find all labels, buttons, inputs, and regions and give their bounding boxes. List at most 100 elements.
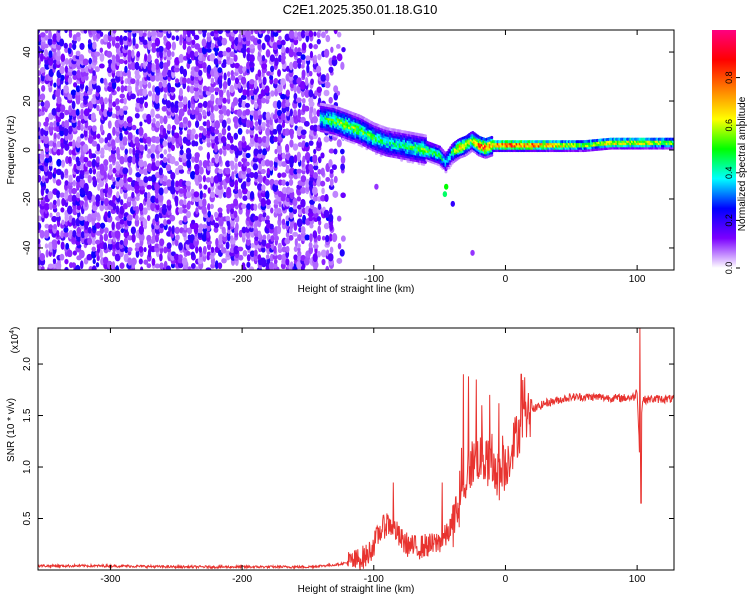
spectrogram-cell: [178, 254, 183, 260]
spectrogram-cell: [127, 177, 133, 183]
spectrogram-cell: [281, 218, 286, 226]
spectrogram-cell: [248, 171, 255, 179]
spectrogram-cell: [151, 63, 155, 69]
snr-line: [38, 328, 674, 570]
spectrogram-cell: [297, 62, 302, 69]
x-tick-label: -200: [232, 274, 252, 285]
spectrogram-cell: [313, 164, 319, 171]
spectrogram-cell: [273, 179, 279, 186]
spectrogram-cell: [131, 49, 135, 59]
spectrogram-cell: [229, 84, 235, 94]
spectrogram-cell: [68, 42, 73, 49]
spectrogram-cell: [112, 251, 116, 257]
spectrogram-cell: [191, 219, 196, 225]
spectrogram-cell: [159, 223, 165, 229]
spectrogram-cell: [152, 85, 156, 93]
spectrogram-cell: [320, 31, 326, 39]
spectrogram-cell: [207, 210, 212, 218]
spectrogram-cell: [107, 210, 111, 219]
spectrogram-cell: [60, 241, 65, 250]
spectrogram-cell: [277, 117, 283, 124]
snr-y-axis-label: SNR (10 * v/v): [6, 398, 17, 462]
spectrogram-cell: [207, 203, 211, 211]
spectrogram-cell: [269, 134, 275, 145]
spectrogram-cell: [103, 233, 109, 242]
spectrogram-cell: [175, 234, 180, 241]
spectrogram-cell: [111, 261, 116, 270]
spectrogram-cell: [123, 97, 127, 105]
spectrogram-cell: [217, 50, 224, 58]
spectrogram-cell: [300, 30, 306, 39]
spectrogram-cell: [102, 108, 108, 118]
spectrogram-cell: [194, 141, 199, 147]
spectrogram-cell: [442, 191, 448, 198]
spectrogram-cell: [285, 143, 290, 153]
spectrogram-cell: [281, 45, 286, 54]
spectrogram-cell: [98, 137, 105, 144]
spectrogram-cell: [336, 43, 341, 49]
spectrogram-cell: [218, 155, 222, 165]
spectrogram-cell: [264, 159, 271, 167]
spectrogram-cell: [158, 187, 164, 196]
spectrogram-cell: [256, 97, 262, 106]
spectrogram-cell: [112, 167, 117, 174]
spectrogram-cell: [277, 242, 282, 251]
spectrogram-cell: [317, 203, 322, 210]
spectrogram-cell: [98, 63, 105, 69]
spectrogram-cell: [48, 224, 54, 230]
spectrogram-cell: [217, 243, 224, 249]
spectrogram-cell: [207, 187, 211, 194]
spectrogram-cell: [179, 130, 183, 135]
spectrogram-cell: [285, 164, 290, 172]
x-tick-label: -200: [232, 574, 252, 585]
spectrogram-cell: [163, 93, 167, 101]
spectrogram-cell: [53, 82, 57, 88]
spectrogram-cell: [148, 90, 153, 97]
spectrogram-cell: [185, 251, 191, 256]
spectrogram-cell: [52, 199, 57, 206]
spectrogram-cell: [288, 155, 295, 165]
spectrogram-cell: [210, 246, 215, 253]
spectrogram-cell: [185, 147, 192, 155]
spectrogram-cell: [195, 106, 200, 112]
spectrogram-cell: [158, 167, 163, 176]
spectrogram-cell: [235, 222, 239, 231]
spectrogram-cell: [90, 112, 96, 121]
spectrogram-cell: [273, 77, 279, 85]
spectrogram-cell: [136, 77, 140, 86]
spectrogram-cell: [166, 219, 172, 225]
spectrogram-cell: [300, 129, 307, 136]
spectrogram-cell: [221, 226, 226, 235]
spectrogram-cell: [308, 43, 313, 49]
spectrogram-cell: [103, 242, 108, 251]
spectrogram-cell: [159, 262, 164, 270]
spectrogram-cell: [39, 32, 46, 38]
spectrogram-cell: [79, 169, 86, 175]
spectrogram-cell: [217, 59, 222, 65]
spectrogram-cell: [162, 127, 167, 137]
spectrogram-cell: [60, 53, 66, 62]
spectrogram-cell: [87, 226, 92, 234]
spectrogram-cell: [276, 83, 283, 94]
spectrogram-cell: [276, 109, 283, 117]
spectrogram-cell: [249, 226, 254, 233]
spectrogram-cell: [119, 155, 125, 165]
spectrogram-cell: [67, 93, 74, 101]
spectrogram-cell: [333, 85, 339, 93]
spectrogram-cell: [312, 186, 318, 195]
spectrogram-cell: [233, 198, 239, 207]
spectrogram-cell: [257, 136, 263, 144]
spectrogram-cell: [312, 115, 319, 124]
spectrogram-cell: [68, 30, 73, 35]
spectrogram-cell: [268, 160, 274, 167]
spectrogram-cell: [225, 175, 231, 184]
spectrogram-cell: [120, 228, 125, 234]
spectrogram-cell: [209, 191, 215, 199]
spectrogram-cell: [91, 158, 97, 168]
spectrogram-cell: [103, 170, 107, 180]
spectrogram-cell: [450, 200, 455, 207]
spectrogram-cell: [333, 175, 338, 184]
spectrogram-cell: [447, 166, 451, 170]
spectrogram-cell: [151, 92, 156, 102]
